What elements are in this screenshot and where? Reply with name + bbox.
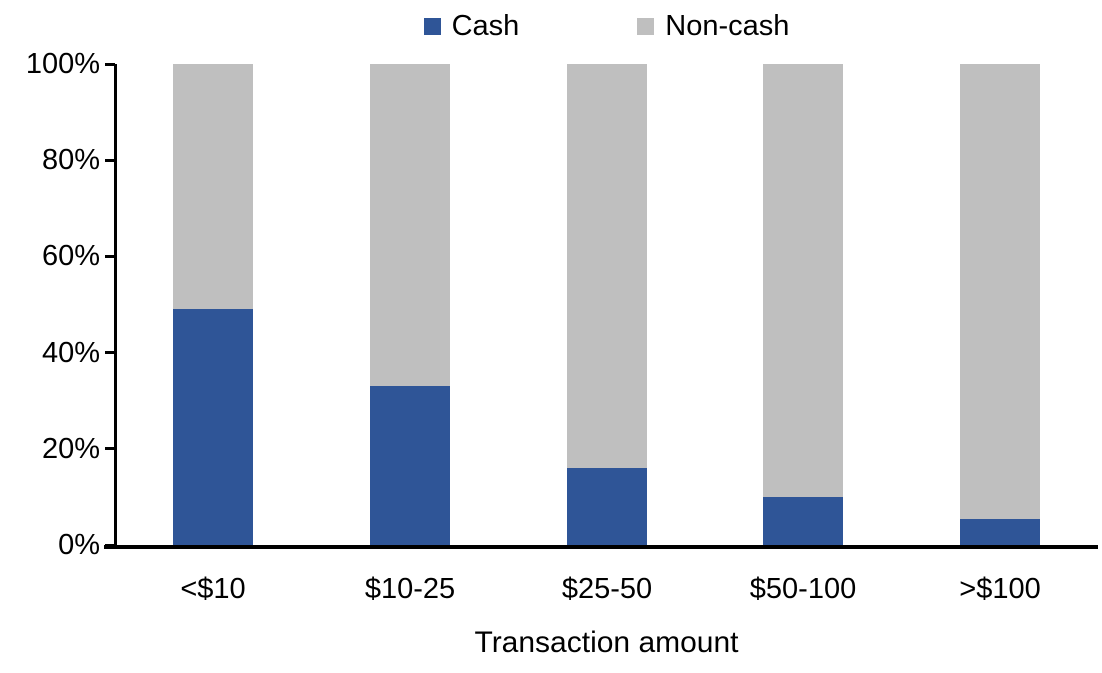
y-axis-line	[114, 64, 117, 545]
chart-legend: Cash Non-cash	[115, 6, 1098, 46]
x-axis-category-label: >$100	[959, 573, 1041, 605]
y-axis-tick-label: 80%	[41, 144, 100, 176]
x-axis-category-label: $25-50	[561, 573, 653, 605]
bar-non-cash	[370, 64, 450, 386]
y-axis-tick	[105, 447, 115, 450]
bar-non-cash	[763, 64, 843, 497]
legend-label: Cash	[451, 9, 520, 42]
x-axis-title: Transaction amount	[474, 626, 739, 659]
bar-cash	[763, 497, 843, 545]
legend-item-non-cash: Non-cash	[637, 9, 790, 42]
y-axis-tick-label: 100%	[25, 48, 100, 80]
bar-cash	[960, 519, 1040, 545]
y-axis-tick	[105, 63, 115, 66]
y-axis-tick	[105, 159, 115, 162]
bar-non-cash	[567, 64, 647, 468]
y-axis-tick-label: 0%	[58, 529, 100, 561]
y-axis-tick-label: 20%	[41, 433, 100, 465]
x-axis-category-label: $10-25	[364, 573, 456, 605]
bar-cash	[567, 468, 647, 545]
y-axis-tick	[105, 544, 115, 547]
y-axis-tick	[105, 255, 115, 258]
bar-non-cash	[960, 64, 1040, 519]
bar-non-cash	[173, 64, 253, 309]
y-axis-tick-label: 60%	[41, 240, 100, 272]
x-axis-category-label: <$10	[180, 573, 246, 605]
legend-swatch-icon	[423, 17, 441, 35]
x-axis-line	[104, 545, 1098, 549]
y-axis-tick	[105, 351, 115, 354]
legend-item-cash: Cash	[423, 9, 520, 42]
y-axis-tick-label: 40%	[41, 337, 100, 369]
bar-cash	[370, 386, 450, 545]
bar-cash	[173, 309, 253, 545]
legend-label: Non-cash	[665, 9, 790, 42]
legend-swatch-icon	[637, 17, 655, 35]
x-axis-category-label: $50-100	[749, 573, 857, 605]
